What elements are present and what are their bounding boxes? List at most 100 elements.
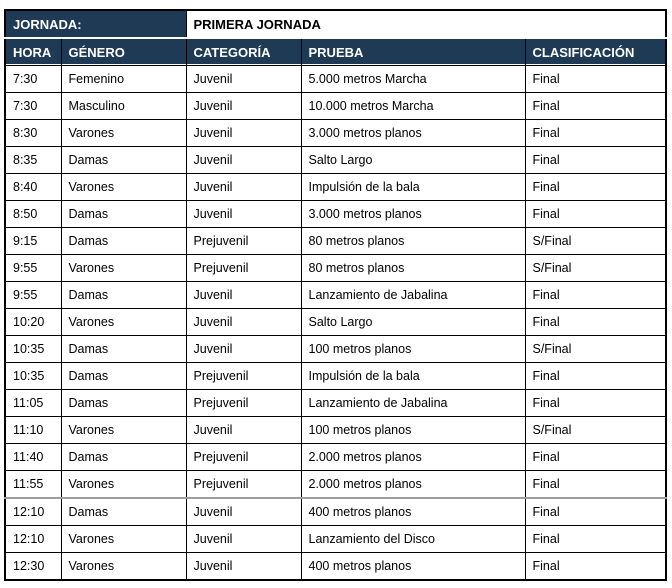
cell-genero: Masculino xyxy=(60,92,187,120)
cell-hora: 10:20 xyxy=(4,308,62,336)
cell-categoria: Juvenil xyxy=(185,65,302,93)
table-row: 9:15 Damas Prejuvenil 80 metros planos S/Fin… xyxy=(4,227,667,255)
jornada-value-cell: PRIMERA JORNADA xyxy=(185,9,667,39)
cell-hora: 11:55 xyxy=(4,470,62,499)
cell-clasificacion: Final xyxy=(524,389,667,417)
cell-genero: Varones xyxy=(60,525,187,553)
cell-prueba: 2.000 metros planos xyxy=(300,443,526,471)
cell-prueba: 5.000 metros Marcha xyxy=(300,65,526,93)
cell-hora: 8:40 xyxy=(4,173,62,201)
cell-categoria: Juvenil xyxy=(185,200,302,228)
column-header-categoria: CATEGORÍA xyxy=(185,37,302,66)
cell-prueba: 400 metros planos xyxy=(300,497,526,526)
schedule-table: JORNADA: PRIMERA JORNADA HORA GÉNERO CATEG… xyxy=(4,9,668,581)
table-row: 11:05 Damas Prejuvenil Lanzamiento de Jabal… xyxy=(4,389,667,417)
table-row: 9:55 Varones Prejuvenil 80 metros planos S/F… xyxy=(4,254,667,282)
table-row: 11:40 Damas Prejuvenil 2.000 metros planos F… xyxy=(4,443,667,471)
cell-categoria: Prejuvenil xyxy=(185,470,302,499)
cell-hora: 9:55 xyxy=(4,281,62,309)
cell-prueba: Lanzamiento de Jabalina xyxy=(300,389,526,417)
cell-prueba: 10.000 metros Marcha xyxy=(300,92,526,120)
cell-categoria: Prejuvenil xyxy=(185,362,302,390)
cell-categoria: Juvenil xyxy=(185,335,302,363)
table-row: 11:10 Varones Juvenil 100 metros planos S/Fi… xyxy=(4,416,667,444)
cell-hora: 12:10 xyxy=(4,497,62,526)
cell-categoria: Juvenil xyxy=(185,308,302,336)
cell-categoria: Juvenil xyxy=(185,552,302,581)
cell-prueba: 100 metros planos xyxy=(300,416,526,444)
table-row: 7:30 Femenino Juvenil 5.000 metros Marcha Fi… xyxy=(4,65,667,93)
cell-hora: 8:35 xyxy=(4,146,62,174)
cell-genero: Damas xyxy=(60,443,187,471)
cell-genero: Varones xyxy=(60,254,187,282)
cell-genero: Damas xyxy=(60,335,187,363)
table-row: 10:20 Varones Juvenil Salto Largo Final xyxy=(4,308,667,336)
cell-hora: 9:15 xyxy=(4,227,62,255)
cell-clasificacion: Final xyxy=(524,497,667,526)
cell-genero: Damas xyxy=(60,389,187,417)
cell-clasificacion: Final xyxy=(524,173,667,201)
cell-clasificacion: S/Final xyxy=(524,227,667,255)
cell-prueba: Salto Largo xyxy=(300,146,526,174)
table-row: 12:10 Varones Juvenil Lanzamiento del Disco… xyxy=(4,525,667,553)
cell-prueba: 80 metros planos xyxy=(300,254,526,282)
cell-clasificacion: Final xyxy=(524,92,667,120)
cell-prueba: Salto Largo xyxy=(300,308,526,336)
cell-categoria: Juvenil xyxy=(185,525,302,553)
cell-hora: 7:30 xyxy=(4,65,62,93)
cell-hora: 12:10 xyxy=(4,525,62,553)
cell-genero: Varones xyxy=(60,470,187,499)
cell-prueba: 400 metros planos xyxy=(300,552,526,581)
cell-clasificacion: Final xyxy=(524,470,667,499)
cell-clasificacion: Final xyxy=(524,200,667,228)
cell-hora: 11:10 xyxy=(4,416,62,444)
cell-prueba: Lanzamiento de Jabalina xyxy=(300,281,526,309)
cell-hora: 10:35 xyxy=(4,335,62,363)
cell-genero: Damas xyxy=(60,362,187,390)
cell-prueba: Impulsión de la bala xyxy=(300,362,526,390)
cell-categoria: Juvenil xyxy=(185,173,302,201)
cell-hora: 10:35 xyxy=(4,362,62,390)
cell-categoria: Juvenil xyxy=(185,92,302,120)
cell-categoria: Juvenil xyxy=(185,497,302,526)
table-row: 7:30 Masculino Juvenil 10.000 metros Marcha… xyxy=(4,92,667,120)
cell-genero: Damas xyxy=(60,146,187,174)
cell-categoria: Juvenil xyxy=(185,416,302,444)
cell-prueba: 2.000 metros planos xyxy=(300,470,526,499)
column-header-clasificacion: CLASIFICACIÓN xyxy=(524,37,667,66)
table-row: 10:35 Damas Prejuvenil Impulsión de la bala… xyxy=(4,362,667,390)
cell-categoria: Juvenil xyxy=(185,281,302,309)
cell-clasificacion: Final xyxy=(524,443,667,471)
cell-genero: Varones xyxy=(60,416,187,444)
cell-prueba: 3.000 metros planos xyxy=(300,200,526,228)
cell-genero: Damas xyxy=(60,200,187,228)
table-row: 8:50 Damas Juvenil 3.000 metros planos Final xyxy=(4,200,667,228)
cell-clasificacion: S/Final xyxy=(524,416,667,444)
column-header-genero: GÉNERO xyxy=(60,37,187,66)
cell-clasificacion: Final xyxy=(524,362,667,390)
column-header-row: HORA GÉNERO CATEGORÍA PRUEBA CLASIFICACIÓN xyxy=(4,37,667,66)
cell-clasificacion: S/Final xyxy=(524,335,667,363)
jornada-label-cell: JORNADA: xyxy=(4,9,187,39)
cell-categoria: Juvenil xyxy=(185,119,302,147)
column-header-hora: HORA xyxy=(4,37,62,66)
cell-clasificacion: S/Final xyxy=(524,254,667,282)
table-row: 8:35 Damas Juvenil Salto Largo Final xyxy=(4,146,667,174)
table-row: 12:30 Varones Juvenil 400 metros planos Fina… xyxy=(4,552,667,581)
cell-hora: 8:50 xyxy=(4,200,62,228)
cell-clasificacion: Final xyxy=(524,65,667,93)
table-row: 8:40 Varones Juvenil Impulsión de la bala Fi… xyxy=(4,173,667,201)
cell-categoria: Juvenil xyxy=(185,146,302,174)
cell-clasificacion: Final xyxy=(524,281,667,309)
cell-genero: Varones xyxy=(60,552,187,581)
cell-prueba: 80 metros planos xyxy=(300,227,526,255)
cell-hora: 11:05 xyxy=(4,389,62,417)
cell-prueba: Lanzamiento del Disco xyxy=(300,525,526,553)
cell-prueba: 100 metros planos xyxy=(300,335,526,363)
cell-categoria: Prejuvenil xyxy=(185,389,302,417)
cell-clasificacion: Final xyxy=(524,525,667,553)
cell-categoria: Prejuvenil xyxy=(185,254,302,282)
cell-clasificacion: Final xyxy=(524,146,667,174)
cell-prueba: Impulsión de la bala xyxy=(300,173,526,201)
